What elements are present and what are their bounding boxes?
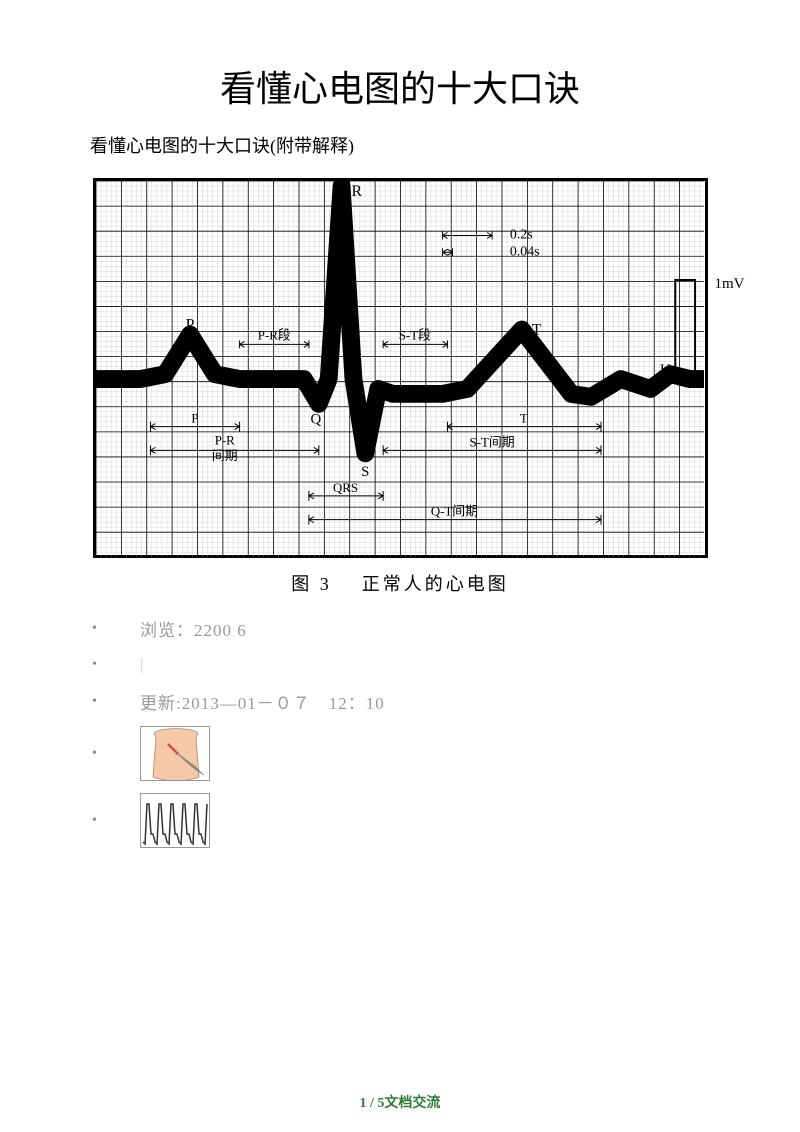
meta-list: 浏览：2200 6 | 更新:2013—01－０７ 12：10 (80, 616, 720, 848)
svg-text:R: R (351, 183, 362, 200)
figure-caption: 图 3 正常人的心电图 (80, 570, 720, 596)
svg-text:P-R: P-R (214, 433, 234, 447)
svg-text:0.04s: 0.04s (509, 243, 539, 258)
wave-thumbnail (140, 793, 210, 848)
svg-text:QRS: QRS (333, 481, 358, 495)
ecg-figure: PQRSTU0.2s0.04sP-R段S-T段PP-R间期TS-T间期QRSQ-… (93, 178, 708, 558)
caption-prefix: 图 3 (291, 574, 332, 594)
ecg-grid: PQRSTU0.2s0.04sP-R段S-T段PP-R间期TS-T间期QRSQ-… (96, 181, 705, 557)
svg-text:间期: 间期 (211, 449, 237, 463)
caption-text: 正常人的心电图 (362, 574, 509, 594)
svg-text:U: U (659, 362, 670, 378)
updated-label: 更新: (140, 694, 182, 713)
meta-divider: | (80, 653, 720, 677)
svg-text:Q: Q (310, 412, 321, 428)
meta-thumb-torso (80, 726, 720, 781)
mv-label: 1mV (715, 276, 745, 293)
svg-text:S: S (361, 464, 369, 480)
svg-text:P: P (185, 317, 194, 334)
svg-text:P-R段: P-R段 (257, 328, 290, 342)
page-title: 看懂心电图的十大口诀 (80, 60, 720, 112)
page-subtitle: 看懂心电图的十大口诀(附带解释) (90, 132, 720, 158)
meta-updated: 更新:2013—01－０７ 12：10 (80, 689, 720, 714)
svg-text:S-T间期: S-T间期 (469, 435, 514, 449)
torso-thumbnail (140, 726, 210, 781)
svg-text:Q-T间期: Q-T间期 (430, 505, 477, 519)
svg-text:S-T段: S-T段 (398, 328, 430, 342)
page-footer: 1 / 5文档交流 (0, 1092, 800, 1112)
meta-views: 浏览：2200 6 (80, 616, 720, 641)
meta-thumb-wave (80, 793, 720, 848)
svg-text:T: T (519, 412, 527, 426)
views-label: 浏览： (140, 621, 194, 640)
updated-value: 2013—01－０７ 12：10 (182, 694, 385, 713)
svg-text:T: T (531, 321, 541, 338)
views-value: 2200 6 (194, 621, 247, 640)
svg-text:P: P (191, 412, 198, 426)
svg-text:0.2s: 0.2s (509, 226, 532, 241)
